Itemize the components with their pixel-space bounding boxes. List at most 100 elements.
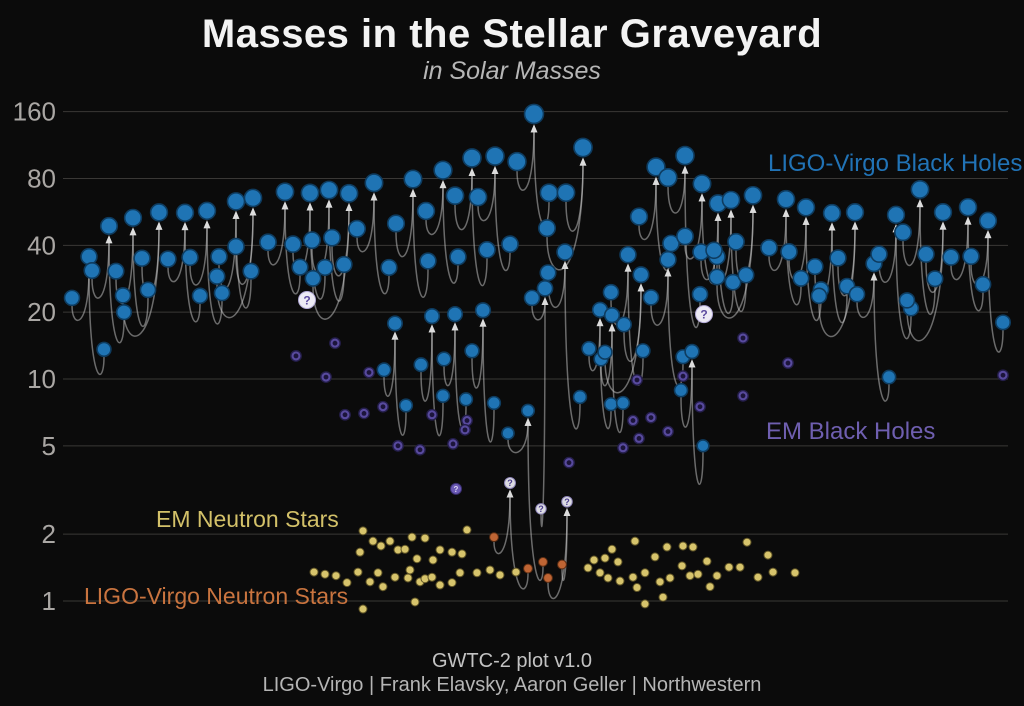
black-hole-dot xyxy=(894,223,912,242)
black-hole-dot xyxy=(721,190,741,210)
black-hole-dot xyxy=(615,395,631,411)
black-hole-dot xyxy=(449,248,467,266)
em-neutron-star-dot xyxy=(685,571,695,581)
black-hole-dot xyxy=(629,207,649,226)
black-hole-dot xyxy=(259,233,277,252)
black-hole-dot xyxy=(416,201,436,221)
mystery-object-dot xyxy=(535,503,547,515)
em-neutron-star-dot xyxy=(376,541,386,551)
black-hole-dot xyxy=(99,216,119,236)
em-neutron-star-dot xyxy=(485,565,495,575)
black-hole-dot xyxy=(602,283,620,301)
em-neutron-star-dot xyxy=(365,577,375,587)
black-hole-dot xyxy=(445,186,465,205)
black-hole-dot xyxy=(635,343,651,359)
black-hole-dot xyxy=(458,392,474,407)
em-neutron-star-dot xyxy=(435,580,445,590)
em-neutron-star-dot xyxy=(410,597,420,607)
black-hole-dot xyxy=(275,182,295,202)
em-neutron-star-dot xyxy=(447,578,457,588)
black-hole-dot xyxy=(96,341,112,358)
em-neutron-star-dot xyxy=(603,573,613,583)
em-neutron-star-dot xyxy=(600,553,610,563)
em-neutron-star-dot xyxy=(472,568,482,578)
black-hole-dot xyxy=(501,235,519,254)
black-hole-dot xyxy=(523,289,541,307)
footer-credits: LIGO-Virgo | Frank Elavsky, Aaron Geller… xyxy=(262,674,762,696)
legend-em-black-holes: EM Black Holes xyxy=(766,418,936,445)
em-neutron-star-dot xyxy=(688,542,698,552)
black-hole-dot xyxy=(419,252,437,270)
black-hole-dot xyxy=(910,180,930,199)
question-mark-glyph: ? xyxy=(454,485,459,494)
em-neutron-star-dot xyxy=(355,547,365,557)
black-hole-dot xyxy=(115,304,133,321)
black-hole-dot xyxy=(676,227,694,246)
black-hole-dot xyxy=(107,262,125,280)
black-hole-dot xyxy=(796,198,816,217)
em-neutron-star-dot xyxy=(613,557,623,567)
black-hole-dot xyxy=(114,287,132,304)
gridlines: 1 2 5 10 20 40 80 160 xyxy=(13,97,1008,616)
em-neutron-star-dot xyxy=(405,565,415,575)
black-hole-dot xyxy=(597,344,613,360)
em-neutron-star-dot xyxy=(628,572,638,582)
mass-dots: ?????? xyxy=(63,103,1012,614)
black-hole-dot xyxy=(485,146,505,166)
black-hole-dot xyxy=(523,103,545,125)
em-neutron-star-dot xyxy=(640,599,650,609)
em-neutron-star-dot xyxy=(678,541,688,551)
black-hole-dot xyxy=(659,250,677,269)
black-hole-dot xyxy=(737,266,755,284)
em-neutron-star-dot xyxy=(595,568,605,578)
em-neutron-star-dot xyxy=(455,568,465,578)
y-tick-label: 160 xyxy=(13,97,56,127)
black-hole-dot xyxy=(507,151,527,172)
em-neutron-star-dot xyxy=(373,568,383,578)
black-hole-dot xyxy=(149,203,169,222)
em-neutron-star-dot xyxy=(400,544,410,554)
em-neutron-star-dot xyxy=(435,545,445,555)
black-hole-dot xyxy=(413,357,429,373)
em-neutron-star-dot xyxy=(342,578,352,588)
em-neutron-star-dot xyxy=(320,569,330,579)
em-neutron-star-dot xyxy=(447,547,457,557)
em-neutron-star-dot xyxy=(640,568,650,578)
black-hole-dot xyxy=(792,269,810,287)
black-hole-dot xyxy=(139,281,157,299)
black-hole-dot xyxy=(619,245,637,264)
em-neutron-star-dot xyxy=(650,552,660,562)
em-neutron-star-dot xyxy=(358,604,368,614)
black-hole-dot xyxy=(133,249,151,267)
chart-title: Masses in the Stellar Graveyard xyxy=(201,12,823,56)
em-neutron-star-dot xyxy=(420,533,430,543)
black-hole-dot xyxy=(760,238,778,257)
black-hole-dot xyxy=(848,285,866,303)
black-hole-dot xyxy=(501,426,515,441)
y-tick-label: 40 xyxy=(27,230,56,260)
black-hole-dot xyxy=(364,173,384,193)
black-hole-dot xyxy=(806,257,824,276)
em-neutron-star-dot xyxy=(331,571,341,581)
black-hole-dot xyxy=(603,397,619,412)
black-hole-dot xyxy=(632,266,650,284)
black-hole-dot xyxy=(724,273,742,291)
black-hole-dot xyxy=(284,235,302,254)
em-neutron-star-dot xyxy=(353,567,363,577)
black-hole-dot xyxy=(316,258,334,277)
black-hole-dot xyxy=(242,262,260,280)
y-tick-label: 5 xyxy=(42,431,56,461)
mystery-object-dot xyxy=(504,477,516,489)
black-hole-dot xyxy=(291,258,309,276)
black-hole-dot xyxy=(347,219,367,238)
uncertain-object-dot xyxy=(695,305,713,324)
em-neutron-star-dot xyxy=(615,576,625,586)
em-neutron-star-dot xyxy=(630,536,640,546)
black-hole-dot xyxy=(300,183,320,203)
black-hole-dot xyxy=(323,228,341,247)
black-hole-dot xyxy=(658,167,678,188)
em-neutron-star-dot xyxy=(462,525,472,535)
black-hole-dot xyxy=(436,351,452,367)
black-hole-dot xyxy=(175,203,195,222)
question-mark-glyph: ? xyxy=(538,504,544,514)
